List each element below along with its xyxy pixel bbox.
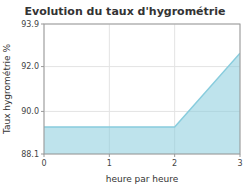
- y-tick: [41, 111, 44, 112]
- x-tick-label: 0: [41, 159, 46, 168]
- plot-frame: [44, 24, 240, 154]
- y-tick-label: 93.9: [21, 20, 39, 29]
- x-axis-label: heure par heure: [106, 174, 179, 184]
- title: Evolution du taux d'hygrométrie: [25, 5, 226, 18]
- plot-area: [44, 53, 240, 154]
- y-tick: [41, 24, 44, 25]
- x-tick-label: 3: [237, 159, 242, 168]
- y-tick-label: 88.1: [21, 150, 39, 159]
- y-tick-label: 92.0: [21, 62, 39, 71]
- area-line: [44, 53, 240, 127]
- axes: 88.1 90.0 92.0 93.9 0 1 2 3: [21, 20, 242, 169]
- grid: [44, 24, 240, 154]
- x-tick: [174, 154, 175, 157]
- y-axis-label: Taux hygrométrie %: [2, 43, 12, 135]
- y-tick: [41, 66, 44, 67]
- chart: 88.1 90.0 92.0 93.9 0 1 2 3 Evolution du taux d'…: [0, 0, 250, 188]
- area-fill: [44, 53, 240, 154]
- x-tick: [109, 154, 110, 157]
- x-tick-label: 2: [172, 159, 177, 168]
- x-tick: [240, 154, 241, 157]
- x-tick: [44, 154, 45, 157]
- x-tick-label: 1: [107, 159, 112, 168]
- grid-line: [44, 66, 240, 67]
- y-tick-label: 90.0: [21, 107, 39, 116]
